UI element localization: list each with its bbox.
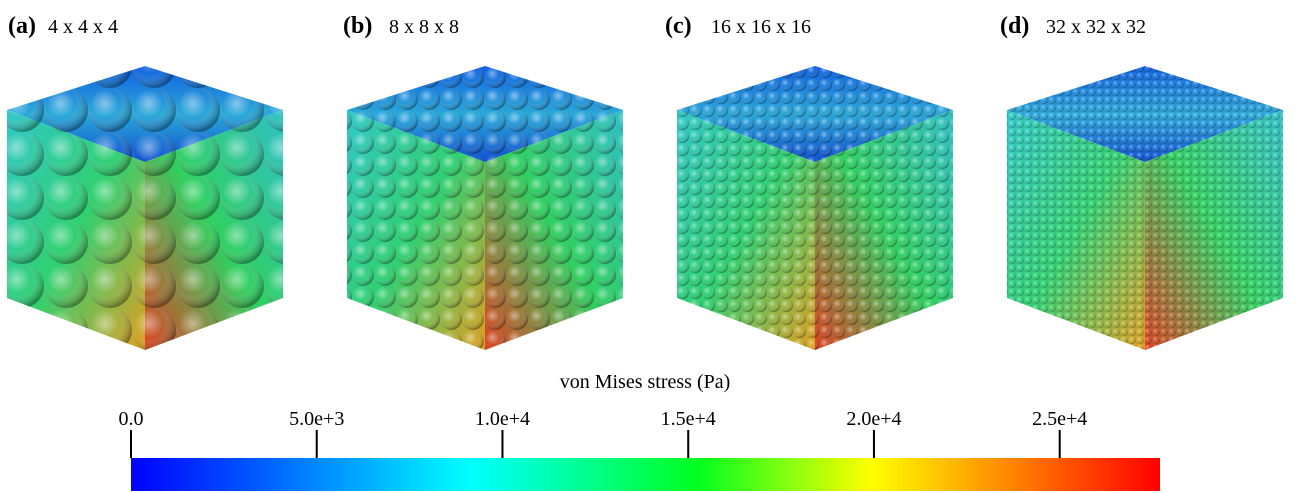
panel: (c) 16 x 16 x 16	[665, 13, 953, 350]
panels: (a)4 x 4 x 4(b)8 x 8 x 8(c)16 x 16 x 16(…	[7, 13, 1283, 350]
panel: (d) 32 x 32 x 32	[1000, 13, 1283, 350]
panel-letter: (d)	[1000, 13, 1029, 39]
panel-letter: (b)	[343, 13, 372, 39]
panel-caption: 32 x 32 x 32	[1046, 16, 1146, 38]
colorbar-ticks: 0.0 5.0e+3 1.0e+4 1.5e+4 2.0e+4 2.5e+4	[119, 408, 1088, 458]
panel-letter: (c)	[665, 13, 692, 39]
figure: (a)4 x 4 x 4(b)8 x 8 x 8(c)16 x 16 x 16(…	[0, 0, 1299, 493]
colorbar	[131, 458, 1160, 491]
panel: (b) 8 x 8 x 8	[343, 13, 623, 350]
tick-label: 2.0e+4	[846, 408, 901, 430]
tick-label: 1.5e+4	[661, 408, 716, 430]
tick-label: 1.0e+4	[475, 408, 530, 430]
panel: (a) 4 x 4 x 4	[7, 13, 283, 350]
colorbar-title: von Mises stress (Pa)	[560, 371, 731, 393]
panel-caption: 16 x 16 x 16	[711, 16, 811, 38]
tick-label: 0.0	[119, 408, 144, 430]
panel-caption: 4 x 4 x 4	[48, 16, 118, 38]
tick-label: 2.5e+4	[1032, 408, 1087, 430]
tick-label: 5.0e+3	[289, 408, 344, 430]
panel-letter: (a)	[8, 13, 36, 39]
panel-caption: 8 x 8 x 8	[389, 16, 459, 38]
